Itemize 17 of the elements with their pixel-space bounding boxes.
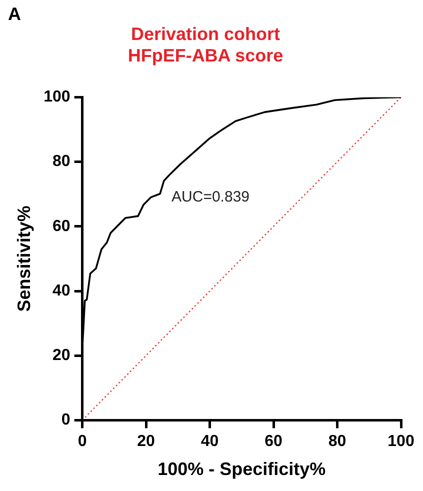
chart-title: Derivation cohort HFpEF-ABA score <box>128 24 284 66</box>
x-tick-label: 80 <box>328 433 346 450</box>
y-tick-label: 0 <box>61 412 70 429</box>
y-tick-label: 80 <box>52 153 70 170</box>
y-tick-label: 60 <box>52 218 70 235</box>
x-tick-label: 100 <box>388 433 414 450</box>
x-axis-title: 100% - Specificity% <box>158 459 326 480</box>
x-tick-label: 0 <box>78 433 87 450</box>
y-tick-label: 100 <box>44 88 70 106</box>
annotation: AUC=0.839 <box>172 188 250 206</box>
text: A <box>8 4 21 24</box>
y-axis-title: Sensitivity% <box>14 206 34 312</box>
x-tick-label: 40 <box>200 433 219 450</box>
y-tick-label: 20 <box>52 347 70 364</box>
y-tick-label: 40 <box>52 282 70 300</box>
x-tick-label: 60 <box>264 433 283 450</box>
x-tick-label: 20 <box>137 433 156 450</box>
